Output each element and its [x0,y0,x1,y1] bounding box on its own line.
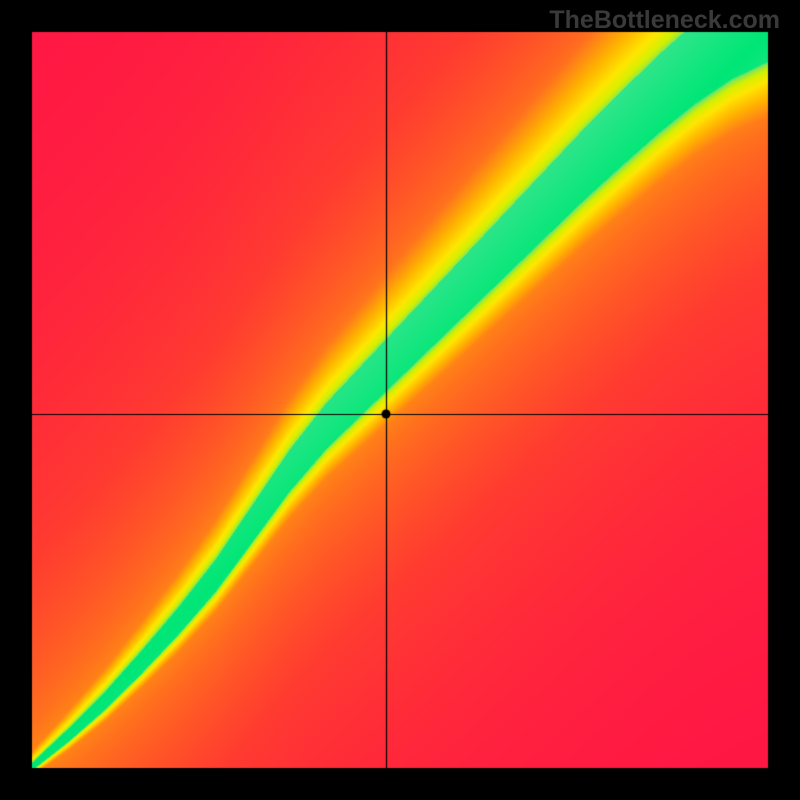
chart-container: TheBottleneck.com [0,0,800,800]
bottleneck-heatmap [0,0,800,800]
watermark-text: TheBottleneck.com [549,6,780,35]
